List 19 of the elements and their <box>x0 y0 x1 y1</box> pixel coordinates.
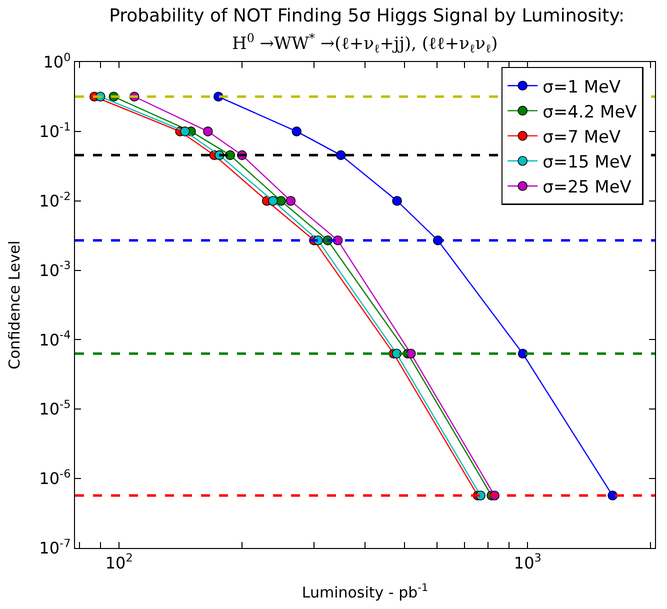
text: H$^{0}$ →WW$^{*}$ →(ℓ+ν$_{ℓ}$+jj), (ℓℓ+ν$_{ℓ}$ν$_{ℓ}$) <box>232 31 498 56</box>
legend-label: σ=1 MeV <box>542 77 621 98</box>
x-tick-label: 10$^{2}$ <box>105 552 133 572</box>
y-tick-label: 10$^{0}$ <box>43 50 71 72</box>
y-tick-label: 10$^{-1}$ <box>39 120 71 142</box>
legend-label: σ=15 MeV <box>542 152 632 173</box>
chart-title: Probability of NOT Finding 5σ Higgs Signal by Luminosity: <box>109 6 625 27</box>
y-tick-label: 10$^{-3}$ <box>39 259 71 280</box>
x-tick-label: 10$^{3}$ <box>514 552 542 572</box>
y-tick-label: 10$^{-2}$ <box>39 190 71 210</box>
y-tick-label: 10$^{-6}$ <box>39 467 71 488</box>
legend-label: σ=4.2 MeV <box>542 102 638 122</box>
x-axis-title: Luminosity - pb$^{-1}$ <box>302 582 428 602</box>
y-tick-label: 10$^{-4}$ <box>39 328 71 350</box>
legend-label: σ=25 MeV <box>542 178 632 198</box>
legend-label: σ=7 MeV <box>542 127 621 148</box>
y-tick-label: 10$^{-7}$ <box>39 536 71 558</box>
y-axis-title: Confidence Level <box>5 240 24 370</box>
y-tick-label: 10$^{-5}$ <box>39 398 71 419</box>
